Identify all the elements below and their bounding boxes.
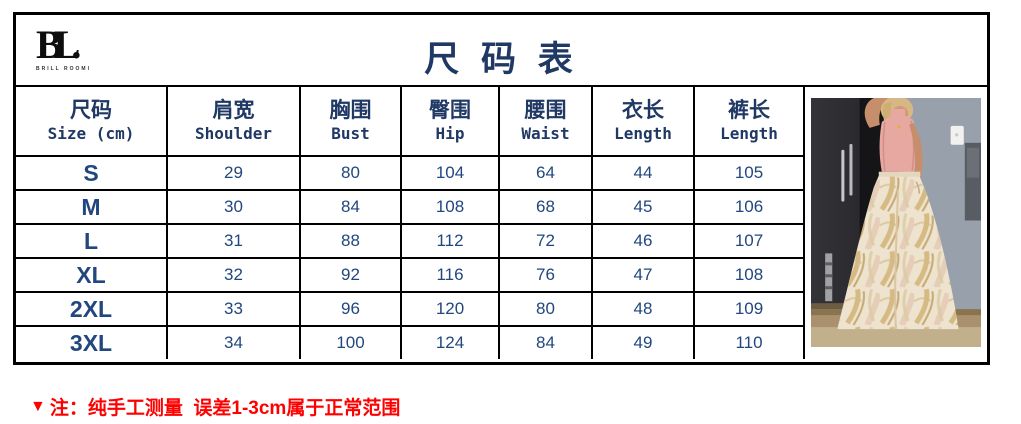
- pink-top: [879, 108, 917, 172]
- table-cell: 110: [693, 325, 803, 359]
- col-header-bust: 胸围 Bust: [299, 87, 400, 155]
- product-photo: [803, 87, 987, 359]
- col-header-pants-length: 裤长 Length: [693, 87, 803, 155]
- size-chart-table: 尺码 Size (cm) 肩宽 Shoulder 胸围 Bust 臀围 Hip …: [16, 87, 987, 359]
- size-row-label: S: [16, 155, 166, 189]
- table-cell: 107: [693, 223, 803, 257]
- table-cell: 104: [400, 155, 498, 189]
- col-header-top-length-en: Length: [614, 124, 672, 144]
- size-chart-sheet: BL. BRILL ROOMI 尺 码 表 尺码 Size (cm) 肩宽 Sh…: [13, 12, 990, 365]
- note-text: 注：纯手工测量 误差1-3cm属于正常范围: [49, 398, 401, 419]
- col-header-top-length: 衣长 Length: [591, 87, 693, 155]
- table-cell: 80: [299, 155, 400, 189]
- col-header-shoulder-zh: 肩宽: [212, 98, 255, 122]
- table-cell: 64: [498, 155, 591, 189]
- table-cell: 80: [498, 291, 591, 325]
- table-cell: 96: [299, 291, 400, 325]
- brand-logo-subtext: BRILL ROOMI: [36, 66, 91, 72]
- model-figure: [837, 98, 959, 330]
- col-header-size-zh: 尺码: [70, 98, 112, 122]
- table-cell: 31: [166, 223, 299, 257]
- table-cell: 72: [498, 223, 591, 257]
- table-cell: 88: [299, 223, 400, 257]
- table-cell: 105: [693, 155, 803, 189]
- col-header-pants-length-en: Length: [720, 124, 778, 144]
- table-cell: 112: [400, 223, 498, 257]
- table-cell: 44: [591, 155, 693, 189]
- table-cell: 32: [166, 257, 299, 291]
- col-header-waist-zh: 腰围: [524, 98, 567, 122]
- table-cell: 34: [166, 325, 299, 359]
- table-cell: 47: [591, 257, 693, 291]
- product-photo-illustration: [811, 98, 981, 347]
- page-title: 尺 码 表: [424, 40, 579, 79]
- col-header-hip-en: Hip: [435, 124, 465, 144]
- brand-logo-text: BL.: [36, 22, 81, 67]
- col-header-shoulder-en: Shoulder: [194, 124, 273, 144]
- col-header-waist-en: Waist: [521, 124, 570, 144]
- col-header-hip-zh: 臀围: [429, 98, 471, 122]
- size-row-label: 3XL: [16, 325, 166, 359]
- note-triangle-icon: ▼: [30, 397, 46, 415]
- table-cell: 92: [299, 257, 400, 291]
- size-row-label: M: [16, 189, 166, 223]
- table-cell: 108: [400, 189, 498, 223]
- table-cell: 84: [299, 189, 400, 223]
- table-cell: 106: [693, 189, 803, 223]
- table-cell: 33: [166, 291, 299, 325]
- table-cell: 45: [591, 189, 693, 223]
- col-header-size: 尺码 Size (cm): [16, 87, 166, 155]
- brand-logo: BL. BRILL ROOMI: [36, 22, 146, 73]
- table-cell: 100: [299, 325, 400, 359]
- col-header-bust-zh: 胸围: [329, 98, 372, 122]
- size-row-label: 2XL: [16, 291, 166, 325]
- table-cell: 30: [166, 189, 299, 223]
- col-header-shoulder: 肩宽 Shoulder: [166, 87, 299, 155]
- table-cell: 120: [400, 291, 498, 325]
- col-header-hip: 臀围 Hip: [400, 87, 498, 155]
- table-cell: 68: [498, 189, 591, 223]
- measurement-note: ▼ 注：纯手工测量 误差1-3cm属于正常范围: [30, 393, 400, 420]
- col-header-bust-en: Bust: [331, 124, 370, 144]
- table-cell: 108: [693, 257, 803, 291]
- table-cell: 29: [166, 155, 299, 189]
- table-cell: 49: [591, 325, 693, 359]
- table-cell: 46: [591, 223, 693, 257]
- table-cell: 124: [400, 325, 498, 359]
- table-cell: 76: [498, 257, 591, 291]
- printed-pants: [837, 171, 959, 330]
- table-cell: 116: [400, 257, 498, 291]
- title-band: BL. BRILL ROOMI 尺 码 表: [16, 15, 987, 87]
- col-header-pants-length-zh: 裤长: [728, 98, 770, 122]
- col-header-size-en: Size (cm): [47, 124, 135, 144]
- col-header-top-length-zh: 衣长: [622, 98, 664, 122]
- size-row-label: L: [16, 223, 166, 257]
- table-cell: 48: [591, 291, 693, 325]
- table-cell: 84: [498, 325, 591, 359]
- size-row-label: XL: [16, 257, 166, 291]
- col-header-waist: 腰围 Waist: [498, 87, 591, 155]
- table-cell: 109: [693, 291, 803, 325]
